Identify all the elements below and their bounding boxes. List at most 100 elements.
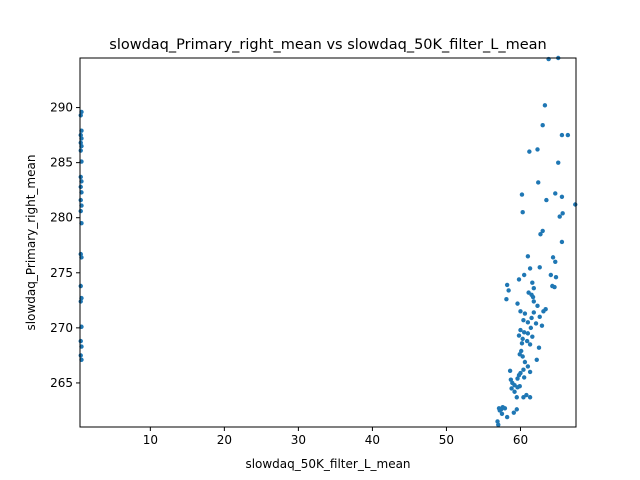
data-point: [520, 210, 525, 215]
data-point: [530, 334, 535, 339]
data-point: [521, 330, 527, 335]
data-point: [516, 333, 522, 338]
data-point: [506, 288, 511, 293]
x-tick-label: 20: [217, 433, 232, 447]
data-points: [78, 55, 578, 427]
data-point: [552, 284, 557, 290]
data-point: [515, 301, 520, 306]
data-point: [511, 410, 517, 415]
data-point: [521, 317, 526, 323]
data-point: [78, 148, 83, 153]
x-tick-label: 50: [439, 433, 454, 447]
x-tick-label: 60: [513, 433, 528, 447]
data-point: [524, 338, 530, 344]
data-point: [508, 377, 514, 382]
data-point: [78, 184, 83, 190]
y-tick-label: 275: [50, 266, 73, 280]
data-point: [535, 303, 540, 309]
data-point: [521, 375, 527, 380]
y-tick-label: 265: [50, 376, 73, 390]
data-point: [512, 389, 517, 394]
data-point: [495, 419, 500, 424]
data-point: [519, 348, 524, 354]
data-point: [565, 132, 571, 138]
data-point: [516, 277, 522, 282]
x-tick-label: 10: [143, 433, 158, 447]
x-tick-label: 40: [365, 433, 380, 447]
data-point: [520, 354, 525, 359]
data-point: [519, 192, 525, 197]
data-point: [496, 422, 501, 427]
data-point: [78, 283, 83, 289]
y-axis-label: slowdaq_Primary_right_mean: [24, 155, 38, 331]
data-point: [515, 385, 520, 390]
data-point: [521, 395, 526, 400]
data-point: [514, 407, 519, 412]
y-tick-label: 280: [50, 211, 73, 225]
data-point: [497, 408, 502, 413]
data-point: [533, 321, 539, 326]
data-point: [525, 331, 531, 336]
data-point: [531, 299, 536, 304]
x-axis: 10 20 30 40 50 60: [143, 427, 528, 447]
data-point: [504, 414, 510, 420]
data-point: [560, 211, 565, 216]
data-point: [499, 411, 505, 416]
data-point: [502, 406, 508, 411]
data-point: [539, 323, 545, 328]
data-point: [557, 214, 562, 219]
data-point: [78, 299, 83, 304]
data-point: [542, 103, 548, 108]
data-point: [527, 395, 533, 400]
data-point: [527, 149, 532, 154]
plot-frame: [79, 57, 577, 428]
data-point: [507, 368, 513, 374]
data-point: [78, 208, 83, 214]
data-point: [509, 386, 514, 391]
y-tick-label: 285: [50, 156, 73, 170]
data-point: [556, 160, 561, 165]
data-point: [527, 342, 533, 347]
data-point: [520, 336, 525, 342]
data-point: [535, 147, 540, 152]
y-axis: 265 270 275 280 285 290: [50, 101, 80, 390]
data-point: [525, 320, 531, 325]
y-tick-label: 290: [50, 101, 73, 115]
data-point: [527, 369, 533, 375]
data-point: [525, 364, 531, 369]
data-point: [548, 272, 554, 278]
data-point: [559, 239, 565, 245]
data-point: [521, 367, 526, 372]
data-point: [536, 180, 541, 185]
data-point: [78, 353, 83, 358]
x-axis-label: slowdaq_50K_filter_L_mean: [245, 457, 410, 471]
data-point: [504, 297, 509, 302]
data-point: [537, 314, 542, 320]
data-point: [527, 266, 533, 271]
data-point: [559, 194, 565, 199]
data-point: [540, 228, 545, 234]
data-point: [573, 202, 578, 207]
data-point: [530, 280, 535, 285]
data-point: [78, 197, 83, 203]
data-point: [537, 265, 542, 270]
data-point: [522, 311, 528, 316]
y-tick-label: 270: [50, 321, 73, 335]
data-point: [534, 357, 539, 363]
data-point: [528, 325, 534, 331]
data-point: [78, 174, 83, 180]
data-point: [553, 275, 559, 280]
data-point: [516, 373, 522, 378]
data-point: [530, 294, 536, 300]
data-point: [541, 309, 546, 314]
chart-title: slowdaq_Primary_right_mean vs slowdaq_50…: [109, 37, 546, 53]
data-point: [78, 338, 83, 344]
data-point: [550, 255, 556, 260]
data-point: [553, 259, 558, 264]
data-point: [553, 191, 558, 196]
data-point: [521, 272, 527, 278]
data-point: [538, 232, 543, 237]
data-point: [519, 341, 525, 346]
